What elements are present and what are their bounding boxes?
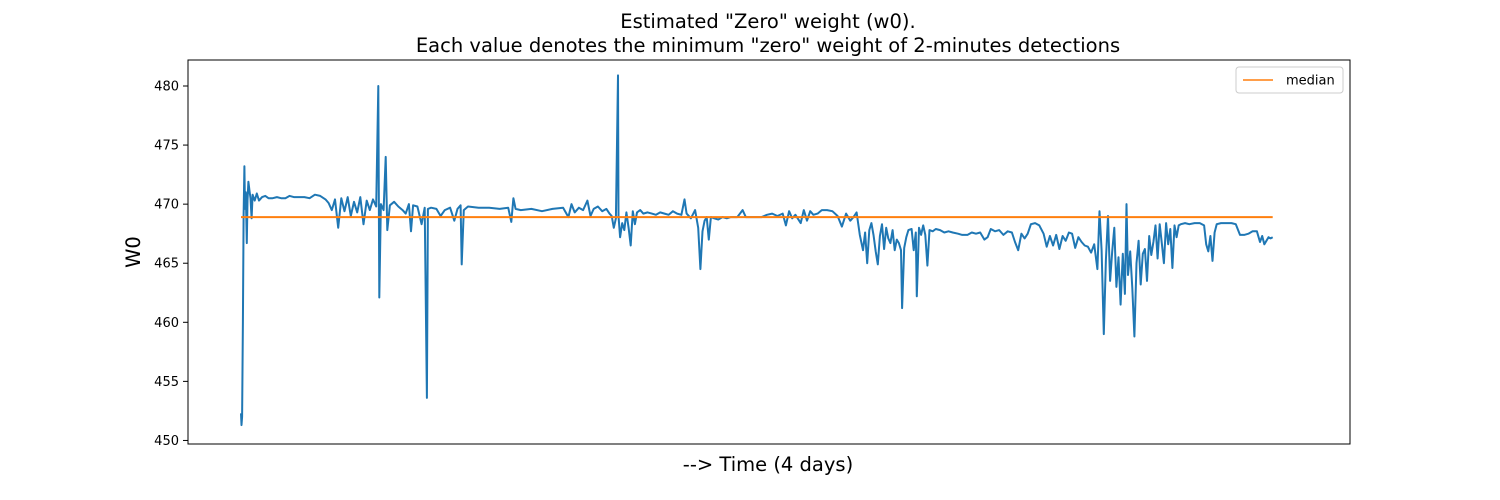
y-axis-label: W0 [122,236,145,268]
chart-title-line2: Each value denotes the minimum "zero" we… [416,34,1120,57]
y-tick-label: 475 [154,139,179,154]
plot-area: 450 455 460 465 470 475 480 [154,59,1351,449]
series-line-w0 [240,74,1274,427]
legend-median-label: median [1286,74,1335,89]
y-tick-label: 460 [154,316,179,331]
legend: median [1235,66,1344,94]
y-tick-label: 470 [154,198,179,213]
series-layer [240,74,1274,427]
y-tick-label: 450 [154,434,179,449]
legend-box [1235,66,1344,94]
y-tick-label: 455 [154,375,179,390]
plot-frame [187,59,1351,445]
y-tick-label: 480 [154,79,179,94]
y-axis-ticks: 450 455 460 465 470 475 480 [154,79,188,449]
x-axis-label: --> Time (4 days) [683,453,853,476]
y-tick-label: 465 [154,257,179,272]
chart-title-line1: Estimated "Zero" weight (w0). [620,10,915,33]
